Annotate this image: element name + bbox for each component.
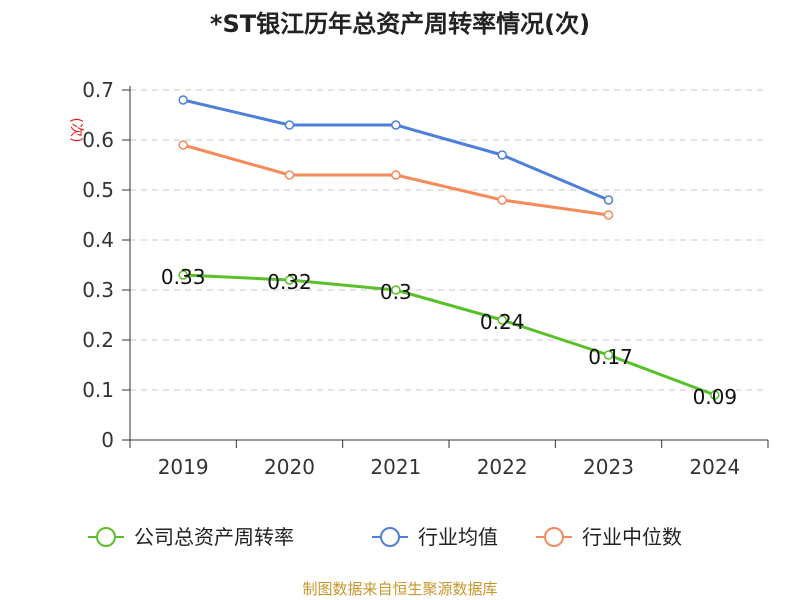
point-s0-2024[interactable] bbox=[710, 390, 720, 400]
data-label-2019: 0.33 bbox=[161, 265, 206, 289]
point-s1-2020[interactable] bbox=[284, 120, 295, 130]
point-s1-2019[interactable] bbox=[178, 95, 188, 105]
point-s1-2022[interactable] bbox=[497, 150, 507, 160]
series-line-1 bbox=[182, 98, 610, 202]
series-line-0 bbox=[183, 273, 716, 397]
series-line-2 bbox=[182, 143, 609, 217]
source-note: 制图数据来自恒生聚源数据库 bbox=[302, 580, 497, 598]
data-label-2020: 0.32 bbox=[267, 270, 312, 294]
y-axis-label: (次) bbox=[68, 118, 84, 143]
x-tick-label-2024: 2024 bbox=[689, 455, 740, 479]
chart-title: *ST银江历年总资产周转率情况(次) bbox=[210, 10, 590, 38]
legend-item-0[interactable]: 公司总资产周转率 bbox=[88, 525, 294, 549]
y-tick-label-6: 0.6 bbox=[82, 128, 114, 152]
y-tick-label-1: 0.1 bbox=[82, 378, 114, 402]
y-tick-label-0: 0 bbox=[101, 428, 114, 452]
point-s2-2022[interactable] bbox=[497, 195, 507, 205]
grid-lines bbox=[130, 89, 768, 391]
point-s0-2020[interactable] bbox=[284, 275, 295, 285]
point-s1-2023[interactable] bbox=[603, 195, 614, 205]
point-s2-2021[interactable] bbox=[391, 170, 401, 180]
x-tick-label-2019: 2019 bbox=[158, 455, 209, 479]
x-tick-label-2021: 2021 bbox=[370, 455, 421, 479]
axes: 0 0.1 0.2 0.3 0.4 0.5 0.6 0.7 2019 2020 2021 2022 20… bbox=[82, 78, 769, 479]
data-label-2022: 0.24 bbox=[480, 310, 525, 334]
legend-item-1[interactable]: 行业均值 bbox=[372, 525, 498, 549]
data-label-2023: 0.17 bbox=[588, 345, 633, 369]
point-s2-2023[interactable] bbox=[603, 210, 614, 220]
y-tick-label-4: 0.4 bbox=[82, 228, 114, 252]
legend-label-2: 行业中位数 bbox=[582, 525, 682, 549]
legend-marker-icon-1 bbox=[380, 527, 400, 547]
legend-marker-icon-0 bbox=[96, 527, 116, 547]
legend-label-0: 公司总资产周转率 bbox=[134, 525, 294, 549]
point-s1-2021[interactable] bbox=[391, 120, 401, 130]
legend-marker-icon-2 bbox=[544, 527, 564, 547]
point-s0-2019[interactable] bbox=[178, 270, 188, 280]
y-tick-label-5: 0.5 bbox=[82, 178, 114, 202]
x-tick-label-2023: 2023 bbox=[583, 455, 634, 479]
x-tick-label-2020: 2020 bbox=[264, 455, 315, 479]
legend[interactable]: 公司总资产周转率 行业均值 行业中位数 bbox=[88, 525, 682, 549]
point-s2-2020[interactable] bbox=[284, 170, 295, 180]
legend-item-2[interactable]: 行业中位数 bbox=[536, 525, 682, 549]
point-s2-2019[interactable] bbox=[178, 140, 188, 150]
point-s0-2021[interactable] bbox=[391, 285, 401, 295]
data-label-2021: 0.3 bbox=[380, 280, 412, 304]
x-tick-label-2022: 2022 bbox=[477, 455, 528, 479]
point-s0-2023[interactable] bbox=[603, 350, 614, 360]
data-label-2024: 0.09 bbox=[693, 385, 738, 409]
y-tick-label-2: 0.2 bbox=[82, 328, 114, 352]
y-tick-label-7: 0.7 bbox=[82, 78, 114, 102]
y-tick-label-3: 0.3 bbox=[82, 278, 114, 302]
point-s0-2022[interactable] bbox=[497, 315, 507, 325]
series-group: 0.33 0.32 0.3 0.24 0.17 0.09 bbox=[161, 95, 738, 409]
legend-label-1: 行业均值 bbox=[418, 525, 498, 549]
